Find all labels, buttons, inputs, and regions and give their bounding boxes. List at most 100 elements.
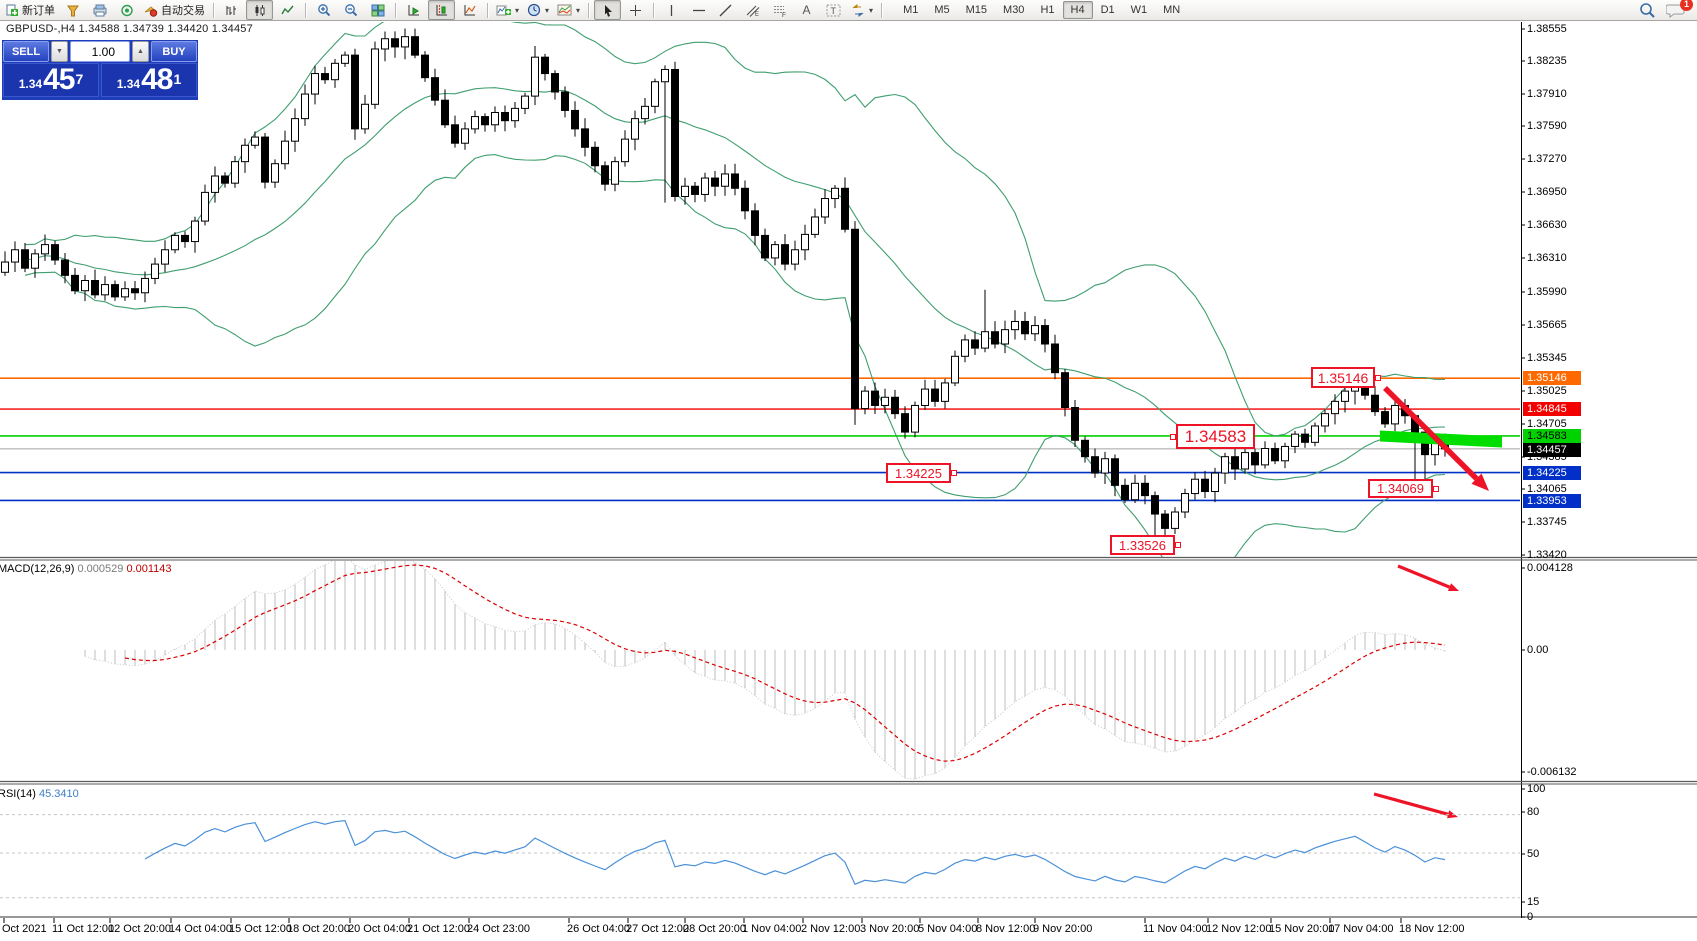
text-button[interactable]: A	[794, 1, 819, 19]
volume-up-button[interactable]: ▲	[132, 41, 149, 62]
candle-bear	[1111, 458, 1119, 486]
time-axis-label[interactable]: 1 Nov 04:00	[742, 923, 802, 935]
timeframe-m15[interactable]: M15	[965, 4, 988, 16]
time-axis-label[interactable]: 5 Nov 04:00	[918, 923, 978, 935]
signal-button[interactable]	[114, 1, 139, 19]
time-axis-label[interactable]: 17 Nov 04:00	[1328, 923, 1394, 935]
candle-bear	[21, 249, 29, 269]
time-axis-label[interactable]: 11 Nov 04:00	[1143, 923, 1208, 935]
candlestick-button[interactable]	[246, 0, 273, 20]
candle-bull	[1031, 325, 1039, 335]
time-axis-label[interactable]: 2 Nov 12:00	[801, 923, 861, 935]
history-center-button[interactable]	[60, 1, 85, 19]
notifications-button[interactable]: 1	[1665, 0, 1693, 18]
timeframe-m1[interactable]: M1	[903, 4, 919, 16]
candle-bear	[431, 77, 439, 101]
horizontal-line-button[interactable]	[686, 1, 711, 19]
new-order-button[interactable]: 新订单	[3, 1, 58, 19]
time-axis-label[interactable]: 18 Oct 20:00	[287, 923, 350, 935]
time-axis-label[interactable]: 8 Nov 12:00	[976, 923, 1036, 935]
sell-price[interactable]: 1.34 45 7	[3, 63, 99, 97]
tile-windows-button[interactable]	[365, 1, 390, 19]
search-icon[interactable]	[1639, 2, 1656, 19]
candle-bull	[721, 173, 729, 187]
macd-value-signal: 0.001143	[126, 563, 172, 575]
fibonacci-button[interactable]: F	[767, 1, 792, 19]
time-axis-label[interactable]: 26 Oct 04:00	[567, 923, 630, 935]
time-axis-label[interactable]: 24 Oct 23:00	[467, 923, 530, 935]
time-axis-label[interactable]: 15 Nov 20:00	[1269, 923, 1335, 935]
price-annotation-1.35146[interactable]: 1.35146	[1311, 367, 1381, 388]
time-axis-label[interactable]: 20 Oct 04:00	[348, 923, 411, 935]
sell-button[interactable]: SELL	[3, 41, 49, 62]
price-annotation-1.34583[interactable]: 1.34583	[1170, 424, 1255, 449]
trend-arrow-line	[1373, 792, 1449, 816]
bar-chart-button[interactable]	[219, 1, 244, 19]
price-annotation-1.34225[interactable]: 1.34225	[886, 463, 957, 483]
zoom-in-button[interactable]	[311, 1, 336, 19]
arrows-button[interactable]: ▾	[848, 1, 876, 19]
time-axis-label[interactable]: 12 Nov 12:00	[1206, 923, 1272, 935]
timeframe-h4[interactable]: H4	[1062, 1, 1093, 19]
fibonacci-icon: F	[773, 4, 787, 19]
crosshair-button[interactable]	[623, 1, 648, 19]
time-axis-label[interactable]: 15 Oct 12:00	[229, 923, 292, 935]
time-axis-label[interactable]: 12 Oct 20:00	[108, 923, 171, 935]
indicator-axis-label: 0.00	[1527, 644, 1549, 656]
text-icon: A	[802, 3, 811, 17]
candle-bear	[1021, 320, 1029, 335]
bb-middle	[24, 87, 1446, 481]
trendline-button[interactable]	[713, 1, 738, 19]
autotrading-button[interactable]: 自动交易	[141, 1, 208, 19]
timeframe-m30[interactable]: M30	[1003, 4, 1025, 16]
price-tag-1.34583: 1.34583	[1523, 429, 1581, 443]
auto-scroll-button[interactable]	[401, 1, 426, 19]
candle-bear	[481, 116, 489, 126]
time-axis-label[interactable]: Oct 2021	[2, 923, 47, 935]
equidistant-channel-icon: E	[746, 4, 760, 18]
volume-down-button[interactable]: ▼	[51, 41, 68, 62]
time-axis-label[interactable]: 18 Nov 12:00	[1399, 923, 1465, 935]
line-chart-button[interactable]	[275, 1, 300, 19]
price-annotation-1.33526[interactable]: 1.33526	[1110, 535, 1181, 555]
macd-panel	[84, 561, 1459, 780]
one-click-trading-panel: SELL ▼ 1.00 ▲ BUY 1.34 45 7 1.34 48 1	[2, 40, 198, 100]
periods-button[interactable]: ▾	[524, 1, 552, 19]
candle-bull	[1261, 447, 1269, 466]
time-axis-label[interactable]: 27 Oct 12:00	[626, 923, 689, 935]
price-tag-1.34457: 1.34457	[1523, 443, 1581, 457]
timeframe-w1[interactable]: W1	[1130, 4, 1148, 16]
indicators-button[interactable]: ▾	[493, 1, 522, 19]
buy-price[interactable]: 1.34 48 1	[101, 63, 197, 97]
candle-bear	[1081, 439, 1089, 458]
cursor-button[interactable]	[594, 0, 622, 20]
time-axis-label[interactable]: 11 Oct 12:00	[52, 923, 115, 935]
template-icon	[557, 4, 572, 16]
label-button[interactable]: T	[821, 1, 846, 19]
print-button[interactable]	[87, 1, 112, 19]
timeframe-d1[interactable]: D1	[1100, 4, 1115, 16]
time-axis-label[interactable]: 3 Nov 20:00	[860, 923, 920, 935]
zoom-out-button[interactable]	[338, 1, 363, 19]
chart-shift-button[interactable]	[428, 0, 455, 20]
candle-bull	[211, 175, 219, 193]
time-axis-label[interactable]: 21 Oct 12:00	[407, 923, 470, 935]
price-annotation-1.34069[interactable]: 1.34069	[1368, 479, 1439, 498]
timeframe-mn[interactable]: MN	[1163, 4, 1181, 16]
timeframe-h1[interactable]: H1	[1040, 4, 1055, 16]
time-axis-label[interactable]: 28 Oct 20:00	[683, 923, 746, 935]
vertical-line-button[interactable]	[659, 1, 684, 19]
buy-button[interactable]: BUY	[151, 41, 197, 62]
candle-bull	[1341, 390, 1349, 402]
time-axis-label[interactable]: 9 Nov 20:00	[1033, 923, 1093, 935]
time-axis-label[interactable]: 14 Oct 04:00	[169, 923, 232, 935]
channel-button[interactable]: E	[740, 1, 765, 19]
candle-bear	[1071, 407, 1079, 441]
indicator-axis-label: 100	[1527, 783, 1546, 795]
clock-icon	[527, 3, 541, 17]
timeframe-m5[interactable]: M5	[934, 4, 950, 16]
templates-button[interactable]: ▾	[554, 1, 583, 19]
volume-input[interactable]: 1.00	[70, 41, 130, 62]
profile-button[interactable]	[457, 1, 482, 19]
